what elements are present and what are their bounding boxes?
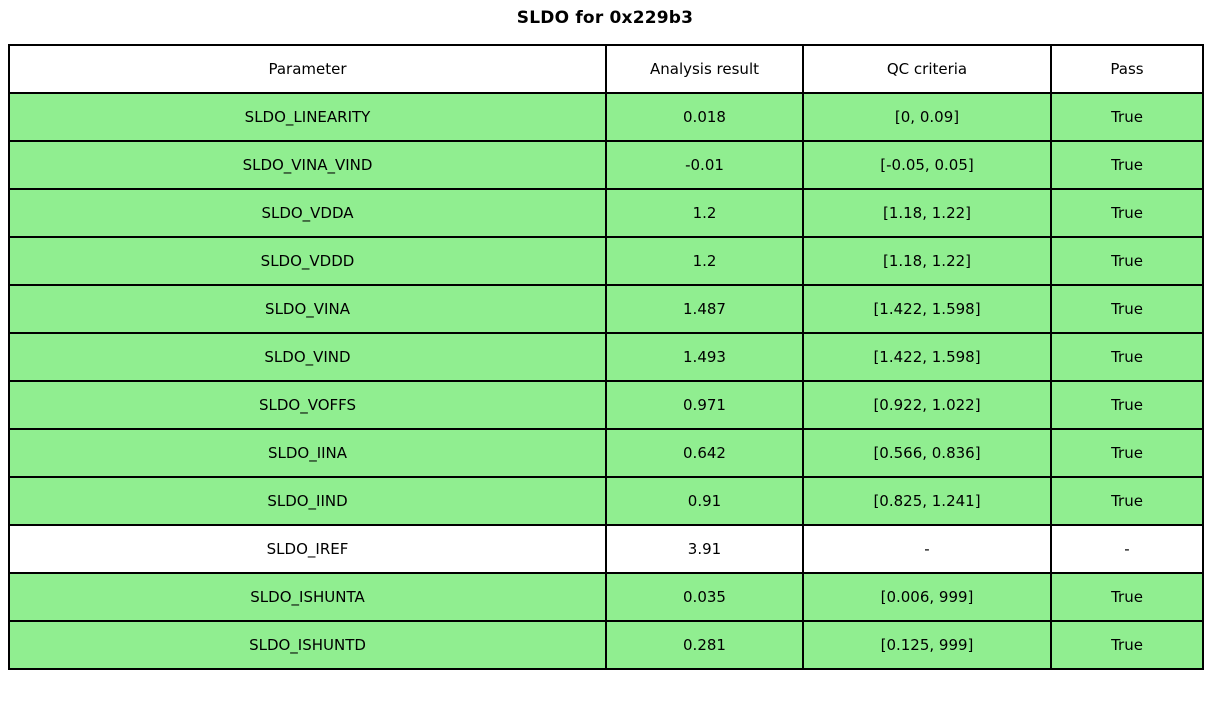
cell-pass: True [1050, 236, 1204, 286]
cell-pass: True [1050, 188, 1204, 238]
cell-parameter: SLDO_VINA [8, 284, 607, 334]
cell-pass: True [1050, 332, 1204, 382]
cell-qc: [0.006, 999] [802, 572, 1052, 622]
cell-result: 0.281 [605, 620, 804, 670]
cell-parameter: SLDO_IREF [8, 524, 607, 574]
cell-qc: [1.422, 1.598] [802, 284, 1052, 334]
column-header-analysis-result: Analysis result [605, 44, 804, 94]
cell-result: 1.493 [605, 332, 804, 382]
cell-result: 0.035 [605, 572, 804, 622]
table-row: SLDO_ISHUNTD 0.281 [0.125, 999] True [8, 620, 1204, 670]
table-row: SLDO_IINA 0.642 [0.566, 0.836] True [8, 428, 1204, 478]
cell-result: -0.01 [605, 140, 804, 190]
cell-parameter: SLDO_VOFFS [8, 380, 607, 430]
cell-qc: [0.125, 999] [802, 620, 1052, 670]
cell-parameter: SLDO_VDDA [8, 188, 607, 238]
cell-pass: True [1050, 140, 1204, 190]
cell-qc: [1.422, 1.598] [802, 332, 1052, 382]
table-row: SLDO_IREF 3.91- - [8, 524, 1204, 574]
table-row: SLDO_VOFFS 0.971 [0.922, 1.022] True [8, 380, 1204, 430]
table-row: SLDO_VDDD 1.2 [1.18, 1.22] True [8, 236, 1204, 286]
cell-qc: - [802, 524, 1052, 574]
cell-pass: True [1050, 380, 1204, 430]
page-title: SLDO for 0x229b3 [516, 8, 694, 28]
cell-result: 1.487 [605, 284, 804, 334]
column-header-pass: Pass [1050, 44, 1204, 94]
cell-result: 3.91 [605, 524, 804, 574]
cell-result: 0.018 [605, 92, 804, 142]
cell-qc: [-0.05, 0.05] [802, 140, 1052, 190]
cell-pass: True [1050, 572, 1204, 622]
table-body: SLDO_LINEARITY 0.018 [0, 0.09] True SLDO_VIN… [8, 92, 1204, 670]
cell-result: 0.971 [605, 380, 804, 430]
table-row: SLDO_VINA_VIND -0.01 [-0.05, 0.05] True [8, 140, 1204, 190]
cell-qc: [0, 0.09] [802, 92, 1052, 142]
cell-parameter: SLDO_ISHUNTD [8, 620, 607, 670]
cell-result: 1.2 [605, 236, 804, 286]
cell-parameter: SLDO_IIND [8, 476, 607, 526]
qc-results-table: Parameter Analysis result QC criteria Pa… [8, 44, 1204, 670]
cell-result: 0.91 [605, 476, 804, 526]
cell-result: 0.642 [605, 428, 804, 478]
table-header-row: Parameter Analysis result QC criteria Pa… [8, 44, 1204, 94]
cell-parameter: SLDO_VINA_VIND [8, 140, 607, 190]
cell-pass: True [1050, 92, 1204, 142]
column-header-qc-criteria: QC criteria [802, 44, 1052, 94]
table-row: SLDO_LINEARITY 0.018 [0, 0.09] True [8, 92, 1204, 142]
cell-pass: - [1050, 524, 1204, 574]
cell-parameter: SLDO_VIND [8, 332, 607, 382]
table-row: SLDO_IIND 0.91 [0.825, 1.241] True [8, 476, 1204, 526]
cell-parameter: SLDO_IINA [8, 428, 607, 478]
cell-pass: True [1050, 428, 1204, 478]
table-row: SLDO_VDDA 1.2 [1.18, 1.22] True [8, 188, 1204, 238]
cell-qc: [1.18, 1.22] [802, 236, 1052, 286]
cell-pass: True [1050, 620, 1204, 670]
cell-result: 1.2 [605, 188, 804, 238]
cell-pass: True [1050, 284, 1204, 334]
cell-qc: [0.825, 1.241] [802, 476, 1052, 526]
cell-parameter: SLDO_VDDD [8, 236, 607, 286]
table-row: SLDO_ISHUNTA 0.035 [0.006, 999] True [8, 572, 1204, 622]
cell-parameter: SLDO_ISHUNTA [8, 572, 607, 622]
column-header-parameter: Parameter [8, 44, 607, 94]
cell-qc: [0.566, 0.836] [802, 428, 1052, 478]
cell-parameter: SLDO_LINEARITY [8, 92, 607, 142]
cell-qc: [1.18, 1.22] [802, 188, 1052, 238]
cell-qc: [0.922, 1.022] [802, 380, 1052, 430]
cell-pass: True [1050, 476, 1204, 526]
table-row: SLDO_VINA 1.487 [1.422, 1.598] True [8, 284, 1204, 334]
table-row: SLDO_VIND 1.493 [1.422, 1.598] True [8, 332, 1204, 382]
